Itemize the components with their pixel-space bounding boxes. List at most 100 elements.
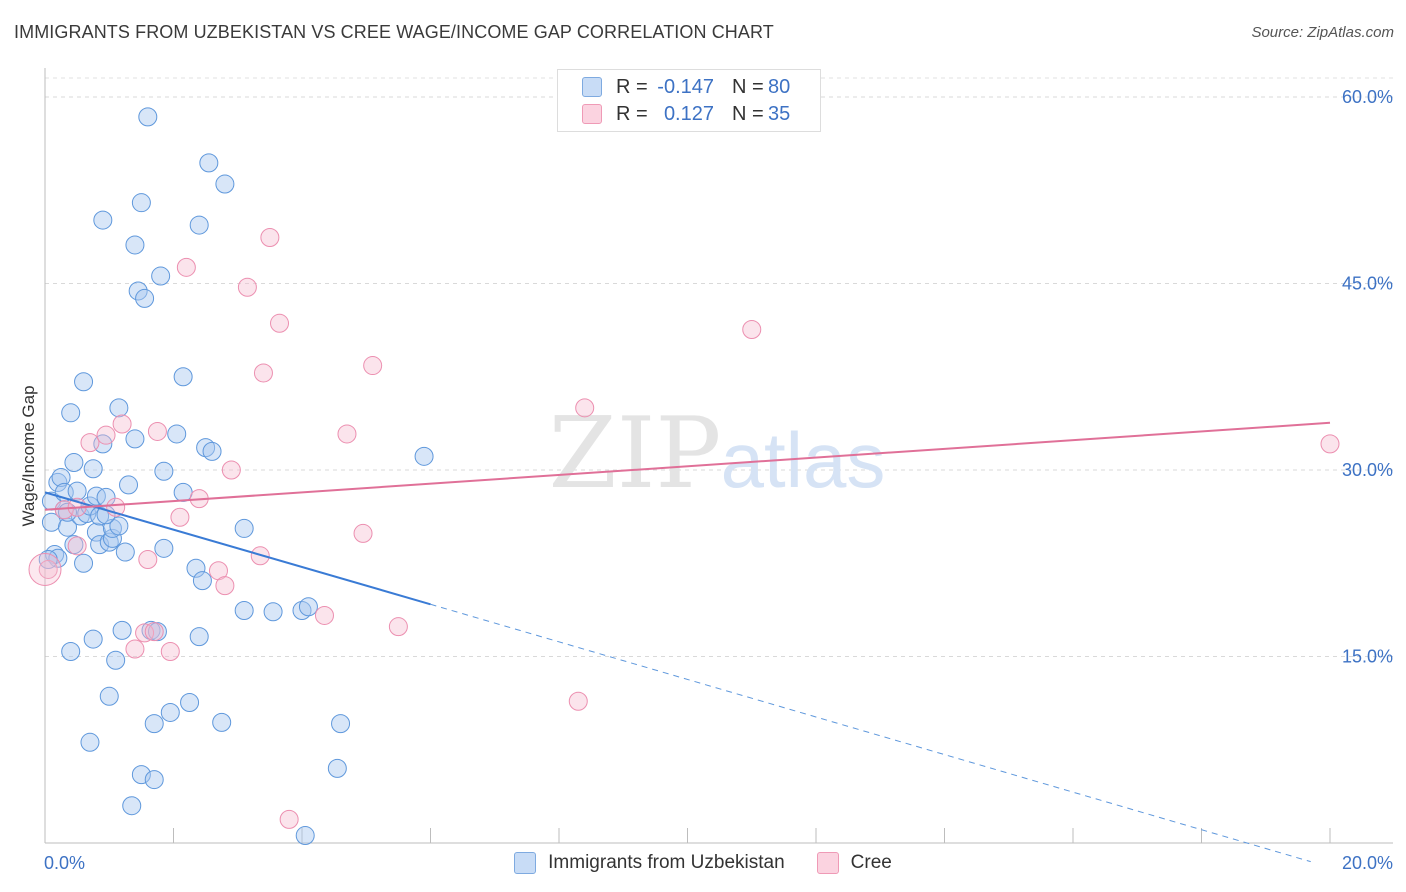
cree-point [112,414,132,434]
uzbekistan-point [99,686,119,706]
uzbekistan-point [189,215,209,235]
uzbekistan-point [189,627,209,647]
uzbekistan-point [74,372,94,392]
watermark: ZIP atlas [549,397,886,511]
uzbekistan-point [298,597,318,617]
stats-n-value: 80 [768,75,791,98]
cree-point [96,425,116,445]
stats-r-label: R = [616,75,648,98]
y-axis-label: Wage/Income Gap [19,385,38,526]
uzbekistan-point [48,472,68,492]
stats-swatch-uzbekistan [582,77,602,97]
stats-n-value: 35 [768,102,791,125]
legend-swatch-uzbekistan [514,852,537,874]
uzbekistan-point [151,266,171,286]
uzbekistan-point [414,446,434,466]
x-tick-label: 0.0% [44,853,85,873]
cree-point [176,257,196,277]
cree-point [160,642,180,662]
uzbekistan-point [131,193,151,213]
legend-item-cree[interactable]: Cree [816,852,892,874]
x-tick-label: 20.0% [1342,853,1393,873]
uzbekistan-point [192,571,212,591]
uzbekistan-point [173,482,193,502]
cree-point [147,421,167,441]
chart-title: IMMIGRANTS FROM UZBEKISTAN VS CREE WAGE/… [14,22,774,42]
uzbekistan-point [160,702,180,722]
uzbekistan-point [74,553,94,573]
cree-point [38,559,58,579]
uzbekistan-point [154,461,174,481]
uzbekistan-point [61,642,81,662]
uzbekistan-point [144,714,164,734]
cree-point [1320,434,1340,454]
uzbekistan-point [115,542,135,562]
stats-row-uzbekistan: R = -0.147 N = 80 [582,75,790,99]
stats-r-label: R = [616,102,648,125]
cree-point [260,227,280,247]
cree-point [388,617,408,637]
uzbekistan-point [93,210,113,230]
uzbekistan-point [234,518,254,538]
cree-point [353,523,373,543]
cree-point [575,398,595,418]
legend-item-uzbekistan[interactable]: Immigrants from Uzbekistan [514,852,785,874]
stats-n-label: N = [732,75,764,98]
watermark-atlas: atlas [721,416,886,504]
cree-point [337,424,357,444]
cree-point [67,536,87,556]
watermark-zip: ZIP [549,397,722,511]
y-tick-label: 45.0% [1342,274,1393,294]
cree-point [125,639,145,659]
cree-point [170,507,190,527]
cree-point [253,363,273,383]
y-tick-label: 30.0% [1342,460,1393,480]
uzbekistan-point [64,453,84,473]
uzbekistan-point [131,765,151,785]
uzbekistan-trend-line [44,491,431,606]
uzbekistan-point [215,174,235,194]
cree-point-cluster [28,552,62,586]
uzbekistan-point [167,424,187,444]
uzbekistan-point [292,600,312,620]
uzbekistan-point [119,475,139,495]
legend: Immigrants from Uzbekistan Cree [0,852,1406,874]
uzbekistan-point [83,459,103,479]
cree-point [237,277,257,297]
uzbekistan-point [109,516,129,536]
uzbekistan-point [86,486,106,506]
uzbekistan-point [64,535,84,555]
trend-layer [44,421,1331,863]
uzbekistan-point [51,467,71,487]
stats-r-value: 0.127 [663,102,714,125]
cree-point [135,623,155,643]
uzbekistan-point [83,629,103,649]
points-layer [28,107,1340,846]
legend-swatch-cree [816,852,839,874]
uzbekistan-point [109,398,129,418]
uzbekistan-point [263,602,283,622]
stats-swatch-cree [582,104,602,124]
cree-point [363,356,383,376]
uzbekistan-point [128,281,148,301]
stats-r-value: -0.147 [657,75,714,98]
uzbekistan-point [234,600,254,620]
uzbekistan-point [144,770,164,790]
uzbekistan-point [112,620,132,640]
uzbekistan-point [202,441,222,461]
cree-point [742,320,762,340]
legend-label-cree: Cree [850,852,892,873]
uzbekistan-point [186,558,206,578]
uzbekistan-point [138,107,158,127]
uzbekistan-point [80,732,100,752]
tick-label-layer: 15.0% 30.0% 45.0% 60.0% 0.0% 20.0% [44,87,1393,873]
cree-point [221,460,241,480]
uzbekistan-point [295,826,315,846]
uzbekistan-point [154,538,174,558]
cree-point [314,605,334,625]
uzbekistan-point [125,429,145,449]
uzbekistan-point [212,712,232,732]
uzbekistan-point [106,650,126,670]
y-tick-label: 60.0% [1342,87,1393,107]
uzbekistan-point [327,758,347,778]
